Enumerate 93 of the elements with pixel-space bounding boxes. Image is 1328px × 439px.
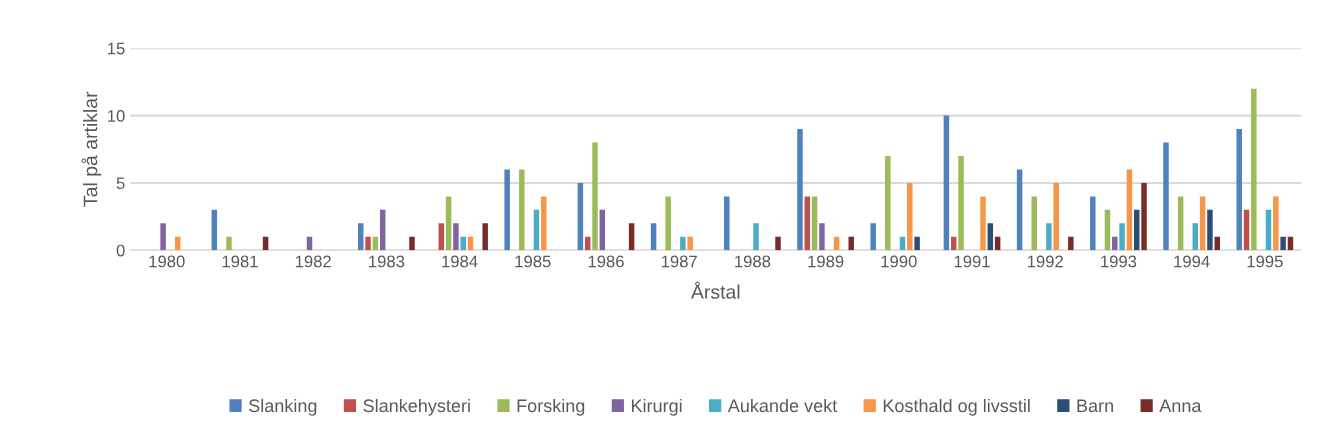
bar xyxy=(1031,196,1037,251)
y-tick-label: 5 xyxy=(116,177,125,190)
x-tick-label: 1988 xyxy=(735,255,771,268)
bar xyxy=(1046,223,1052,251)
bar xyxy=(365,236,371,251)
bar xyxy=(1104,209,1111,251)
bar xyxy=(211,209,218,251)
bar xyxy=(460,236,466,251)
x-tick-label: 1984 xyxy=(442,255,478,268)
bar xyxy=(409,236,415,251)
bar xyxy=(665,196,671,251)
x-tick-label: 1990 xyxy=(881,255,917,268)
bar xyxy=(160,223,166,251)
bar xyxy=(504,169,510,251)
bar xyxy=(885,155,891,251)
bar xyxy=(628,223,635,251)
bar xyxy=(599,209,606,251)
bar xyxy=(775,236,781,251)
legend-label: Kosthald og livsstil xyxy=(883,398,1030,416)
legend-label: Anna xyxy=(1159,399,1202,413)
bar xyxy=(1273,196,1279,251)
x-tick-label: 1983 xyxy=(369,255,405,268)
bar xyxy=(1126,169,1133,251)
bar xyxy=(1236,129,1242,251)
legend-label: Slanking xyxy=(249,398,317,416)
x-tick-label: 1981 xyxy=(222,255,258,268)
bar xyxy=(1119,223,1125,251)
bar xyxy=(914,236,920,251)
bar xyxy=(226,236,232,251)
bar xyxy=(797,129,803,251)
legend-label: Kirurgi xyxy=(631,398,682,416)
bar xyxy=(1163,142,1169,251)
bar xyxy=(358,223,364,251)
x-tick-label: 1980 xyxy=(149,255,185,268)
bar xyxy=(1207,209,1213,251)
legend-label: Aukande vekt xyxy=(727,398,838,413)
bar xyxy=(1177,196,1184,251)
bar xyxy=(453,223,459,251)
bar xyxy=(1068,236,1074,251)
bar xyxy=(1280,236,1286,251)
bar xyxy=(1251,88,1257,251)
bar xyxy=(1016,169,1023,251)
bar xyxy=(1053,182,1059,251)
bar xyxy=(819,223,825,251)
bar xyxy=(438,223,445,251)
bar xyxy=(980,196,986,251)
x-tick-label: 1989 xyxy=(808,255,844,268)
bar xyxy=(907,182,913,251)
x-tick-label: 1985 xyxy=(515,255,551,268)
x-tick-label: 1992 xyxy=(1027,255,1063,268)
bar xyxy=(1265,209,1272,251)
bar xyxy=(848,236,854,251)
bar xyxy=(592,142,598,251)
bar xyxy=(811,196,818,251)
bar xyxy=(650,223,657,251)
x-tick-label: 1986 xyxy=(588,255,624,268)
bar xyxy=(1112,236,1118,251)
y-tick-label: 10 xyxy=(108,110,125,122)
bar xyxy=(379,209,386,251)
bar xyxy=(1243,209,1250,251)
bar xyxy=(482,223,488,251)
bar xyxy=(519,169,525,251)
bar xyxy=(1199,196,1206,251)
legend-label: Barn xyxy=(1077,399,1113,413)
bar xyxy=(577,182,584,251)
x-tick-label: 1993 xyxy=(1101,255,1137,268)
bar xyxy=(943,115,950,251)
bar xyxy=(541,196,547,251)
x-tick-label: 1991 xyxy=(954,255,990,268)
bar xyxy=(987,223,994,251)
x-axis-title: Årstal xyxy=(690,281,740,299)
bar xyxy=(1090,196,1096,251)
x-tick-label: 1994 xyxy=(1174,255,1210,268)
legend-label: Slankehysteri xyxy=(363,398,470,416)
y-tick-label: 15 xyxy=(108,42,125,55)
bar xyxy=(1192,223,1199,251)
bar xyxy=(870,223,876,251)
y-axis-title: Tal på artiklar xyxy=(81,91,102,207)
bar xyxy=(753,223,759,251)
x-tick-label: 1982 xyxy=(295,255,331,268)
y-tick-label: 0 xyxy=(116,244,125,257)
x-tick-label: 1995 xyxy=(1247,255,1283,268)
bar xyxy=(958,155,964,251)
bar xyxy=(804,196,811,251)
bar xyxy=(724,196,730,251)
bar xyxy=(445,196,452,251)
bar xyxy=(1141,182,1147,251)
legend-label: Forsking xyxy=(517,398,585,416)
bar xyxy=(687,236,693,251)
bar xyxy=(1133,209,1140,251)
bar xyxy=(680,236,686,251)
x-tick-label: 1987 xyxy=(661,255,697,268)
bar xyxy=(533,209,540,251)
